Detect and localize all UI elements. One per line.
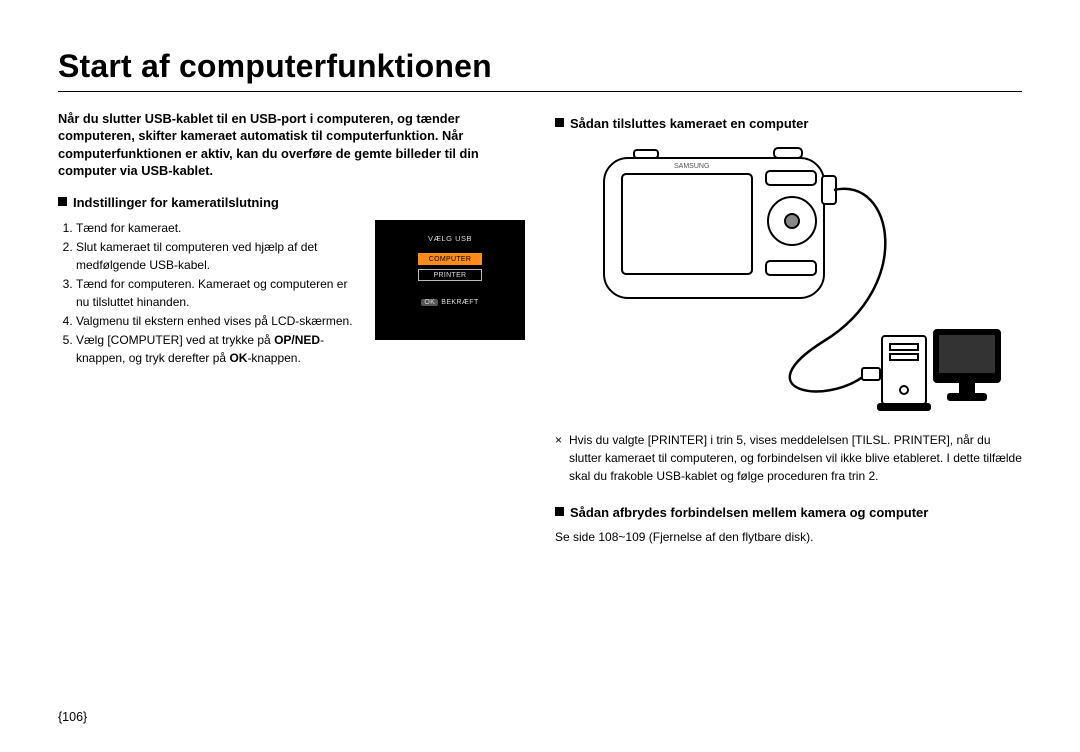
computer-tower-icon [878, 336, 930, 410]
camera-icon [604, 148, 836, 298]
step-1: Tænd for kameraet. [76, 220, 361, 237]
step-2-text: Slut kameraet til computeren ved hjælp a… [76, 240, 317, 271]
page-title: Start af computerfunktionen [58, 48, 1022, 85]
two-column-layout: Når du slutter USB-kablet til en USB-por… [58, 110, 1022, 544]
bullet-square-icon [555, 118, 564, 127]
steps-and-lcd-row: Tænd for kameraet. Slut kameraet til com… [58, 220, 525, 369]
page-number: {106} [58, 710, 87, 724]
section-heading-connect-text: Sådan tilsluttes kameraet en computer [570, 116, 808, 131]
steps-wrapper: Tænd for kameraet. Slut kameraet til com… [58, 220, 361, 369]
steps-list: Tænd for kameraet. Slut kameraet til com… [58, 220, 361, 367]
step-5-pre: Vælg [COMPUTER] ved at trykke på [76, 333, 274, 347]
lcd-option-computer: COMPUTER [418, 253, 482, 265]
bullet-square-icon [555, 507, 564, 516]
usb-plug-icon [862, 368, 880, 380]
lcd-option-printer: PRINTER [418, 269, 482, 281]
printer-note-text: Hvis du valgte [PRINTER] i trin 5, vises… [569, 433, 1022, 483]
lcd-ok-badge: OK [421, 299, 438, 306]
asterisk-icon: × [555, 431, 562, 449]
step-3-text: Tænd for computeren. Kameraet og compute… [76, 277, 347, 308]
printer-note: × Hvis du valgte [PRINTER] i trin 5, vis… [555, 431, 1022, 485]
intro-paragraph: Når du slutter USB-kablet til en USB-por… [58, 110, 525, 179]
section-heading-connect: Sådan tilsluttes kameraet en computer [555, 116, 1022, 131]
bullet-square-icon [58, 197, 67, 206]
step-5-post: -knappen. [247, 351, 300, 365]
monitor-icon [934, 330, 1000, 400]
connection-diagram: SAMSUNG [555, 141, 1022, 421]
section-heading-disconnect: Sådan afbrydes forbindelsen mellem kamer… [555, 505, 1022, 520]
left-column: Når du slutter USB-kablet til en USB-por… [58, 110, 525, 544]
step-2: Slut kameraet til computeren ved hjælp a… [76, 239, 361, 274]
step-5-ok: OK [229, 351, 247, 365]
step-5-updown: OP/NED [274, 333, 320, 347]
title-rule [58, 91, 1022, 92]
disconnect-body: Se side 108~109 (Fjernelse af den flytba… [555, 530, 1022, 544]
section-heading-settings: Indstillinger for kameratilslutning [58, 195, 525, 210]
step-4-text: Valgmenu til ekstern enhed vises på LCD-… [76, 314, 353, 328]
step-3: Tænd for computeren. Kameraet og compute… [76, 276, 361, 311]
connection-diagram-svg: SAMSUNG [574, 146, 1004, 416]
lcd-ok-row: OKBEKRÆFT [421, 299, 478, 306]
manual-page: Start af computerfunktionen Når du slutt… [0, 0, 1080, 752]
section-heading-disconnect-text: Sådan afbrydes forbindelsen mellem kamer… [570, 505, 928, 520]
lcd-confirm-text: BEKRÆFT [441, 299, 478, 306]
lcd-screenshot: VÆLG USB COMPUTER PRINTER OKBEKRÆFT [375, 220, 525, 340]
camera-brand-text: SAMSUNG [674, 163, 709, 170]
lcd-title: VÆLG USB [428, 234, 472, 243]
section-heading-settings-text: Indstillinger for kameratilslutning [73, 195, 279, 210]
step-5: Vælg [COMPUTER] ved at trykke på OP/NED -… [76, 332, 361, 367]
step-4: Valgmenu til ekstern enhed vises på LCD-… [76, 313, 361, 330]
step-1-text: Tænd for kameraet. [76, 221, 181, 235]
right-column: Sådan tilsluttes kameraet en computer [555, 110, 1022, 544]
